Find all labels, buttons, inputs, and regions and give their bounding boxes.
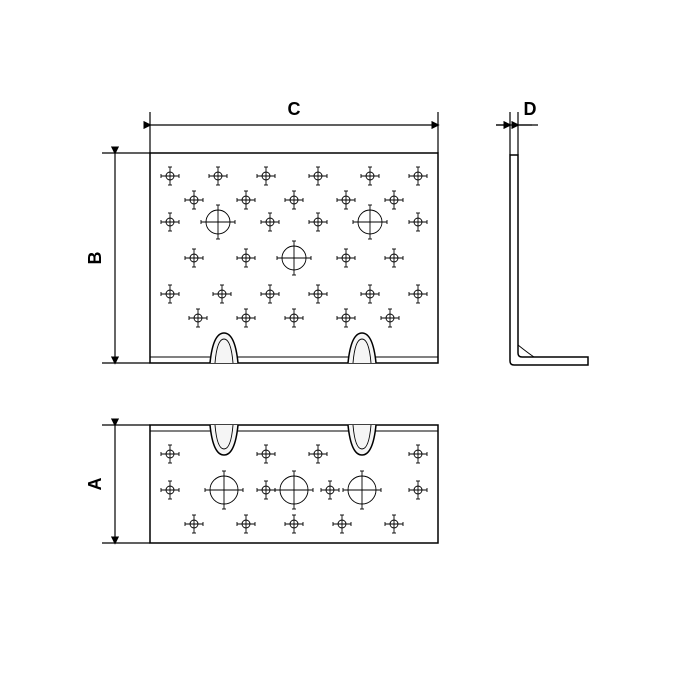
technical-drawing: C D B A (0, 0, 700, 700)
svg-text:D: D (524, 99, 537, 119)
svg-text:C: C (288, 99, 301, 119)
svg-text:A: A (85, 478, 105, 491)
front-view (150, 153, 438, 363)
svg-text:B: B (85, 252, 105, 265)
base-view (150, 425, 438, 543)
side-view (510, 155, 588, 365)
